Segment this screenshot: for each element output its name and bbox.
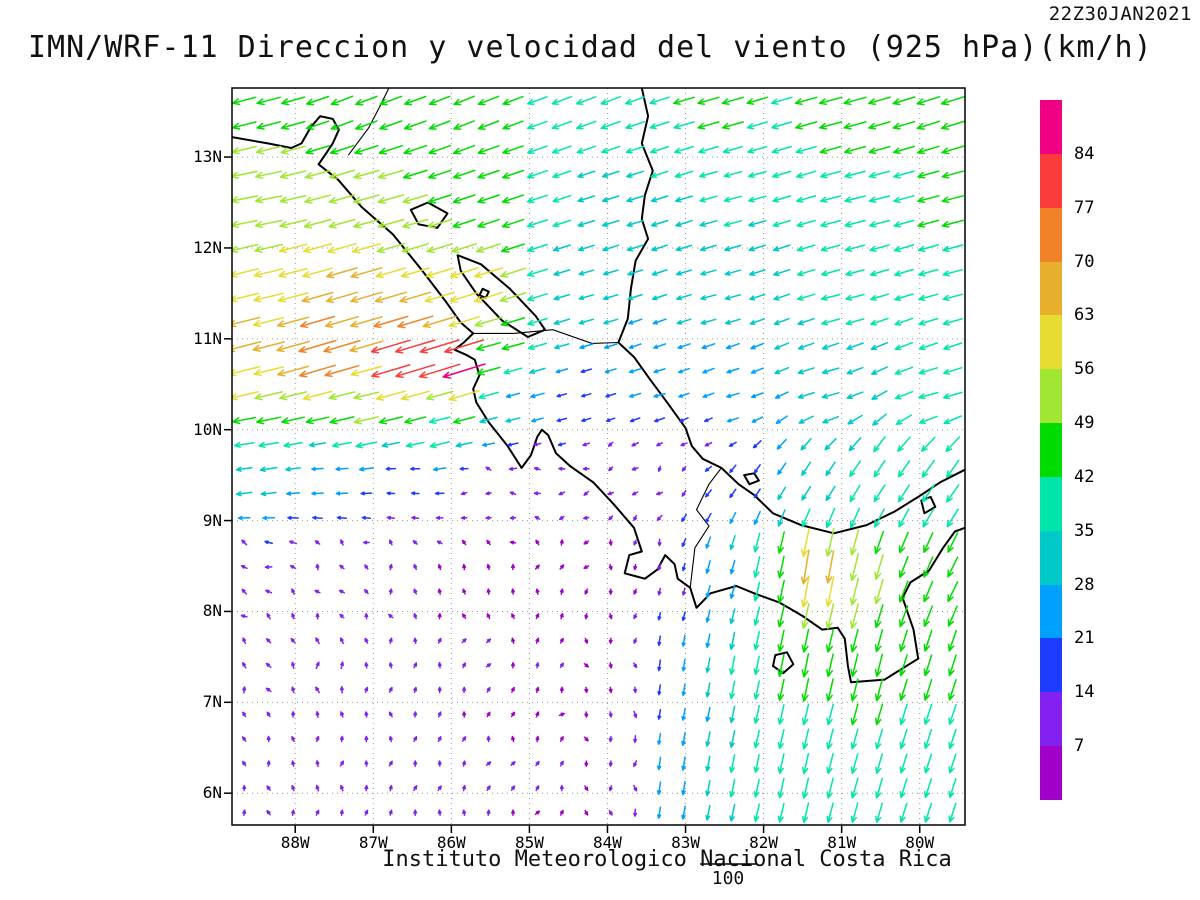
lon-tick-label: 81W — [827, 833, 857, 852]
colorbar-level-label: 63 — [1074, 305, 1095, 326]
lat-tick-label: 7N — [202, 692, 222, 712]
lon-tick-label: 88W — [280, 833, 310, 852]
colorbar-segment — [1040, 261, 1062, 316]
footer-institution: Instituto Meteorologico Nacional Costa R… — [382, 847, 952, 872]
colorbar-level-label: 42 — [1074, 466, 1095, 487]
lon-tick-label: 87W — [358, 833, 388, 852]
wind-vector-arrows — [232, 95, 965, 824]
colorbar-segment — [1040, 369, 1062, 424]
colorbar-segment — [1040, 207, 1062, 262]
colorbar-level-label: 77 — [1074, 197, 1095, 218]
colorbar-segment — [1040, 746, 1062, 800]
colorbar-segment — [1040, 315, 1062, 370]
colorbar-level-label: 28 — [1074, 574, 1095, 595]
colorbar-level-label: 84 — [1074, 143, 1095, 164]
colorbar-segment — [1040, 530, 1062, 585]
lat-tick-label: 12N — [193, 237, 222, 257]
colorbar-level-label: 49 — [1074, 413, 1095, 434]
lon-tick-label: 86W — [436, 833, 466, 852]
colorbar-segment — [1040, 692, 1062, 747]
colorbar-level-label: 21 — [1074, 628, 1095, 649]
colorbar-level-label: 7 — [1074, 736, 1085, 757]
lat-tick-label: 10N — [193, 419, 222, 439]
colorbar-level-label: 14 — [1074, 682, 1095, 703]
colorbar — [1040, 100, 1062, 800]
lat-tick-label: 6N — [202, 783, 222, 803]
colorbar-segment — [1040, 423, 1062, 477]
lat-tick-label: 9N — [202, 510, 222, 530]
reference-vector-value: 100 — [711, 868, 745, 889]
lon-tick-label: 83W — [671, 833, 700, 852]
colorbar-segment — [1040, 153, 1062, 208]
lon-tick-label: 80W — [905, 833, 935, 852]
valid-timestamp: 22Z30JAN2021 — [1048, 3, 1192, 25]
lon-tick-label: 84W — [593, 833, 622, 852]
country-borders — [347, 88, 722, 588]
colorbar-segment — [1040, 584, 1062, 639]
colorbar-level-label: 35 — [1074, 520, 1095, 541]
colorbar-segment — [1040, 476, 1062, 531]
lon-tick-label: 82W — [749, 833, 779, 852]
lat-tick-label: 13N — [193, 147, 222, 167]
colorbar-segment — [1040, 100, 1062, 154]
lat-tick-label: 11N — [193, 328, 222, 348]
lon-tick-label: 85W — [514, 833, 544, 852]
plot-frame — [231, 87, 966, 826]
axis-ticks — [224, 156, 921, 833]
graticule — [232, 88, 965, 825]
coastlines — [232, 88, 965, 684]
colorbar-segment — [1040, 638, 1062, 693]
lat-tick-label: 8N — [202, 601, 222, 621]
colorbar-level-label: 56 — [1074, 359, 1095, 380]
page-title: IMN/WRF-11 Direccion y velocidad del vie… — [28, 30, 1153, 65]
colorbar-level-label: 70 — [1074, 251, 1095, 272]
